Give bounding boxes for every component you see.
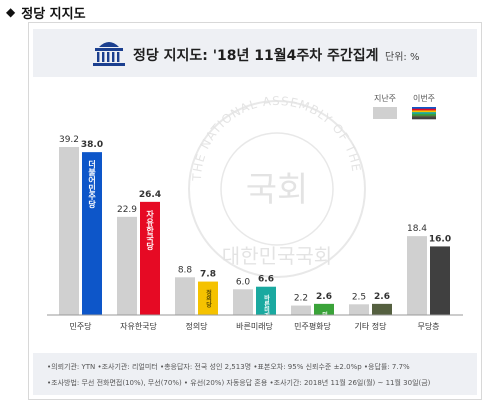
value-label-last-week-2: 22.9	[117, 205, 137, 215]
value-label-last-week-5: 2.2	[294, 294, 308, 304]
bar-last-week-3	[175, 277, 195, 315]
legend-stripe-3	[412, 110, 436, 113]
category-label-4: 바른미래당	[236, 321, 273, 331]
value-label-last-week-4: 6.0	[236, 277, 251, 287]
category-label-2: 자유한국당	[120, 321, 157, 331]
category-label-5: 민주평화당	[294, 321, 331, 331]
party-logo-3: 정의당	[205, 289, 212, 309]
legend-stripe-2	[412, 108, 436, 111]
party-logo-1: 더불어민주당	[87, 159, 96, 209]
bar-last-week-4	[233, 289, 253, 315]
category-label-3: 정의당	[185, 321, 208, 331]
legend-stripe-1	[412, 107, 436, 110]
legend-this-week-label: 이번주	[413, 93, 435, 103]
value-label-this-week-3: 7.8	[200, 270, 216, 280]
bar-this-week-7	[430, 246, 450, 315]
seal-bottom-text: 대한민국국회	[222, 244, 332, 268]
bar-last-week-7	[407, 236, 427, 315]
legend: 지난주 이번주	[373, 93, 436, 120]
bar-last-week-5	[291, 305, 311, 315]
value-label-last-week-1: 39.2	[59, 135, 79, 145]
section-title: 정당 지지도	[21, 6, 86, 22]
category-label-7: 무당층	[417, 321, 439, 331]
value-label-this-week-4: 6.6	[258, 275, 274, 285]
party-logo-2: 자유한국당	[145, 209, 154, 251]
legend-stripe-5	[412, 113, 436, 116]
party-logo-5: 민주평화당	[321, 311, 328, 343]
value-label-this-week-6: 2.6	[374, 292, 390, 302]
category-label-6: 기타 정당	[355, 321, 388, 331]
bar-this-week-5	[314, 303, 334, 315]
value-label-last-week-7: 18.4	[407, 224, 427, 234]
legend-stripe-4	[412, 112, 436, 115]
section-header: ◆ 정당 지지도	[6, 2, 86, 22]
chart-panel: 정당 지지도: '18년 11월4주차 주간집계 단위: % THE NATIO…	[24, 12, 482, 400]
bar-this-week-3	[198, 281, 218, 315]
footnote-line-2: •조사방법: 무선 전화면접(10%), 무선(70%) • 유선(20%) 자…	[47, 378, 431, 387]
value-label-last-week-3: 8.8	[178, 265, 193, 275]
value-label-this-week-1: 38.0	[81, 140, 103, 150]
bar-this-week-2	[140, 201, 160, 315]
seal-center-text: 국회	[246, 170, 309, 210]
bar-chart: 정당 지지도: '18년 11월4주차 주간집계 단위: % THE NATIO…	[24, 12, 477, 395]
footnote-line-1: •의뢰기관: YTN •조사기관: 리얼미터 •총응답자: 전국 성인 2,51…	[47, 362, 410, 371]
bar-this-week-4	[256, 286, 276, 315]
value-label-this-week-7: 16.0	[429, 234, 451, 244]
legend-this-week-swatch	[412, 107, 436, 120]
bar-last-week-6	[349, 304, 369, 315]
value-label-this-week-2: 26.4	[139, 190, 161, 200]
value-label-last-week-6: 2.5	[352, 292, 366, 302]
bar-this-week-1	[82, 152, 102, 315]
bar-last-week-2	[117, 216, 137, 315]
diamond-icon: ◆	[6, 5, 16, 19]
unit-label: 단위: %	[385, 50, 419, 63]
bar-this-week-6	[372, 303, 392, 315]
footnote-band	[33, 353, 477, 395]
chart-title: 정당 지지도: '18년 11월4주차 주간집계	[133, 47, 379, 64]
legend-last-week-label: 지난주	[374, 94, 396, 103]
value-label-this-week-5: 2.6	[316, 292, 332, 302]
legend-last-week-swatch	[373, 107, 397, 119]
bar-last-week-1	[59, 147, 79, 315]
legend-stripe-6	[412, 115, 436, 118]
category-label-1: 민주당	[69, 321, 92, 331]
assembly-icon	[93, 42, 125, 66]
party-logo-4: 바른미래당	[263, 294, 270, 326]
legend-stripe-7	[412, 117, 436, 120]
